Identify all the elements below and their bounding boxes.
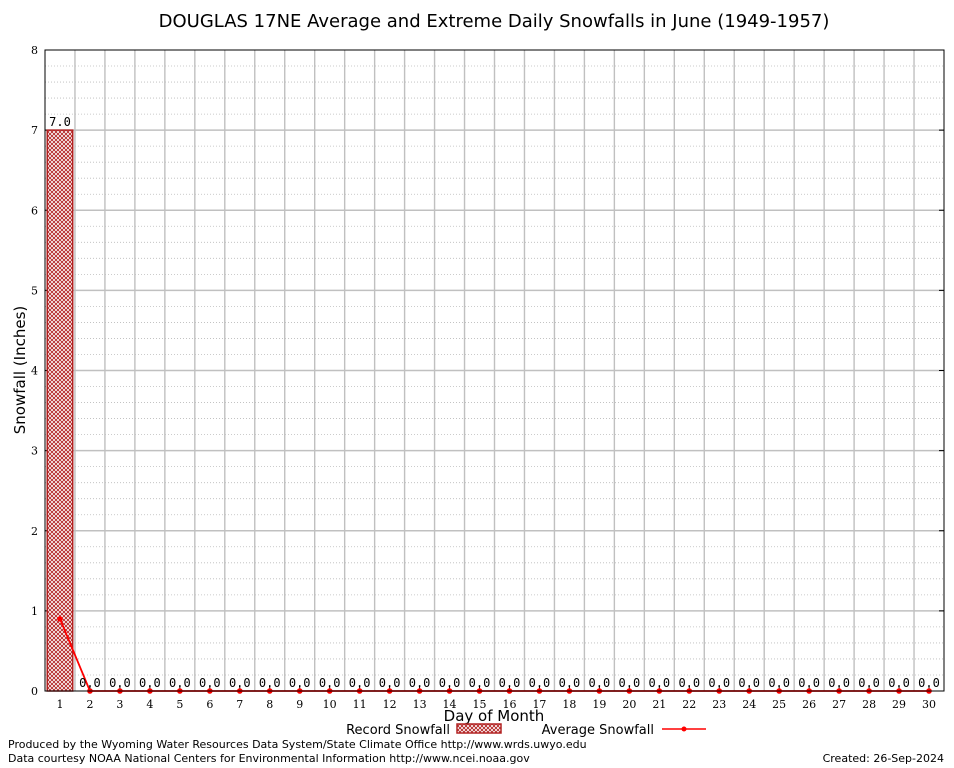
- x-tick-label: 6: [206, 698, 213, 711]
- bar-value-label: 0.0: [79, 676, 101, 690]
- bar-value-label: 0.0: [798, 676, 820, 690]
- bar-value-label: 7.0: [49, 115, 71, 129]
- x-tick-label: 18: [562, 698, 576, 711]
- x-axis-label: Day of Month: [444, 707, 545, 725]
- bar-value-label: 0.0: [349, 676, 371, 690]
- y-tick-label: 7: [31, 124, 38, 137]
- bar-value-label: 0.0: [229, 676, 251, 690]
- chart-title: DOUGLAS 17NE Average and Extreme Daily S…: [159, 11, 830, 32]
- bar-value-label: 0.0: [738, 676, 760, 690]
- x-tick-label: 12: [383, 698, 397, 711]
- bar-value-label: 0.0: [918, 676, 940, 690]
- bar-value-label: 0.0: [169, 676, 191, 690]
- x-tick-label: 8: [266, 698, 273, 711]
- bar-value-label: 0.0: [409, 676, 431, 690]
- legend-record-label: Record Snowfall: [346, 723, 450, 738]
- x-tick-label: 19: [592, 698, 606, 711]
- x-tick-label: 13: [413, 698, 427, 711]
- x-tick-label: 23: [712, 698, 726, 711]
- record-bar: [46, 129, 74, 692]
- legend: Record Snowfall Average Snowfall: [346, 723, 706, 738]
- x-tick-label: 26: [802, 698, 816, 711]
- x-tick-label: 1: [56, 698, 63, 711]
- y-tick-label: 4: [31, 365, 38, 378]
- bar-value-label: 0.0: [828, 676, 850, 690]
- x-tick-label: 3: [116, 698, 123, 711]
- x-tick-label: 30: [922, 698, 936, 711]
- bar-value-label: 0.0: [289, 676, 311, 690]
- bar-value-label: 0.0: [648, 676, 670, 690]
- y-tick-label: 5: [31, 284, 38, 297]
- x-tick-label: 5: [176, 698, 183, 711]
- x-tick-label: 4: [146, 698, 153, 711]
- bar-value-label: 0.0: [109, 676, 131, 690]
- average-point: [57, 616, 63, 622]
- bar-value-label: 0.0: [469, 676, 491, 690]
- bar-value-label: 0.0: [439, 676, 461, 690]
- bar-value-label: 0.0: [589, 676, 611, 690]
- y-tick-label: 3: [31, 445, 38, 458]
- x-tick-label: 7: [236, 698, 243, 711]
- x-tick-label: 10: [323, 698, 337, 711]
- bar-value-label: 0.0: [499, 676, 521, 690]
- bar-value-label: 0.0: [199, 676, 221, 690]
- y-tick-label: 1: [31, 605, 38, 618]
- bar-value-label: 0.0: [319, 676, 341, 690]
- legend-record-swatch: [456, 723, 502, 734]
- x-tick-label: 16: [502, 698, 516, 711]
- legend-average-marker: [681, 726, 687, 732]
- x-tick-label: 21: [652, 698, 666, 711]
- x-tick-label: 25: [772, 698, 786, 711]
- bar-value-label: 0.0: [619, 676, 641, 690]
- bar-value-label: 0.0: [768, 676, 790, 690]
- created-date: Created: 26-Sep-2024: [823, 752, 944, 765]
- x-tick-label: 14: [443, 698, 457, 711]
- bar-value-label: 0.0: [708, 676, 730, 690]
- x-tick-label: 28: [862, 698, 876, 711]
- x-tick-label: 15: [473, 698, 487, 711]
- x-tick-label: 20: [622, 698, 636, 711]
- x-tick-label: 24: [742, 698, 756, 711]
- bar-value-label: 0.0: [529, 676, 551, 690]
- bar-value-label: 0.0: [858, 676, 880, 690]
- credit-line-2: Data courtesy NOAA National Centers for …: [8, 752, 530, 765]
- bar-value-label: 0.0: [379, 676, 401, 690]
- x-tick-label: 27: [832, 698, 846, 711]
- x-tick-label: 9: [296, 698, 303, 711]
- grid-lines: [45, 50, 944, 691]
- bar-value-label: 0.0: [559, 676, 581, 690]
- x-tick-label: 29: [892, 698, 906, 711]
- y-tick-label: 2: [31, 525, 38, 538]
- bar-value-label: 0.0: [259, 676, 281, 690]
- x-tick-label: 11: [353, 698, 367, 711]
- y-axis-label: Snowfall (Inches): [11, 306, 29, 434]
- x-tick-label: 22: [682, 698, 696, 711]
- record-bars: [46, 129, 74, 692]
- credit-line-1: Produced by the Wyoming Water Resources …: [8, 738, 587, 751]
- bar-value-label: 0.0: [678, 676, 700, 690]
- bar-value-label: 0.0: [139, 676, 161, 690]
- legend-average-label: Average Snowfall: [542, 723, 654, 738]
- y-tick-label: 8: [31, 44, 38, 57]
- y-tick-label: 6: [31, 204, 38, 217]
- plot-frame: [44, 49, 945, 692]
- x-tick-label: 2: [86, 698, 93, 711]
- bar-value-label: 0.0: [888, 676, 910, 690]
- data-labels: 7.0 0.0 0.0 0.0 0.0 0.0 0.0 0.0 0.0 0.0 0.0 0.0 0.0 0…: [49, 115, 940, 690]
- y-tick-label: 0: [31, 685, 38, 698]
- x-tick-label: 17: [532, 698, 546, 711]
